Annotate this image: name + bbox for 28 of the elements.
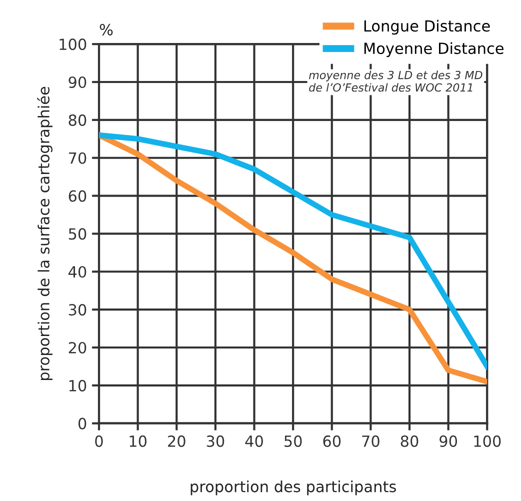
y-tick-label: 90 — [68, 76, 86, 88]
legend-label: Moyenne Distance — [364, 42, 504, 58]
x-tick-label: 10 — [130, 435, 147, 447]
x-tick-label: 60 — [323, 435, 341, 447]
y-tick-label: 20 — [68, 342, 86, 354]
legend-label: Longue Distance — [364, 20, 490, 35]
x-axis-title: proportion des participants — [190, 480, 396, 496]
y-tick-label: 60 — [68, 190, 86, 202]
y-axis-title: proportion de la surface cartographiée — [37, 86, 52, 380]
x-tick-label: 70 — [362, 435, 380, 447]
x-tick-label: 20 — [168, 435, 186, 447]
y-tick-label: 0 — [78, 418, 86, 430]
y-tick-label: 40 — [68, 266, 86, 278]
x-tick-label: 100 — [474, 435, 501, 447]
y-tick-label: 50 — [68, 228, 86, 240]
y-tick-label: 100 — [60, 38, 86, 50]
y-tick-label: 80 — [68, 114, 86, 126]
x-tick-label: 0 — [95, 435, 103, 447]
y-tick-label: 70 — [68, 152, 86, 164]
y-tick-label: 30 — [68, 304, 86, 316]
x-tick-label: 80 — [400, 435, 418, 447]
x-tick-label: 30 — [206, 435, 224, 447]
x-tick-label: 90 — [440, 435, 458, 447]
x-tick-label: 50 — [284, 435, 302, 447]
y-tick-label: 10 — [69, 380, 86, 392]
x-tick-label: 40 — [245, 435, 263, 447]
annotation: moyenne des 3 LD et des 3 MD de l’O’Festival des WOC 2011 — [308, 70, 482, 92]
text: % — [100, 24, 113, 36]
